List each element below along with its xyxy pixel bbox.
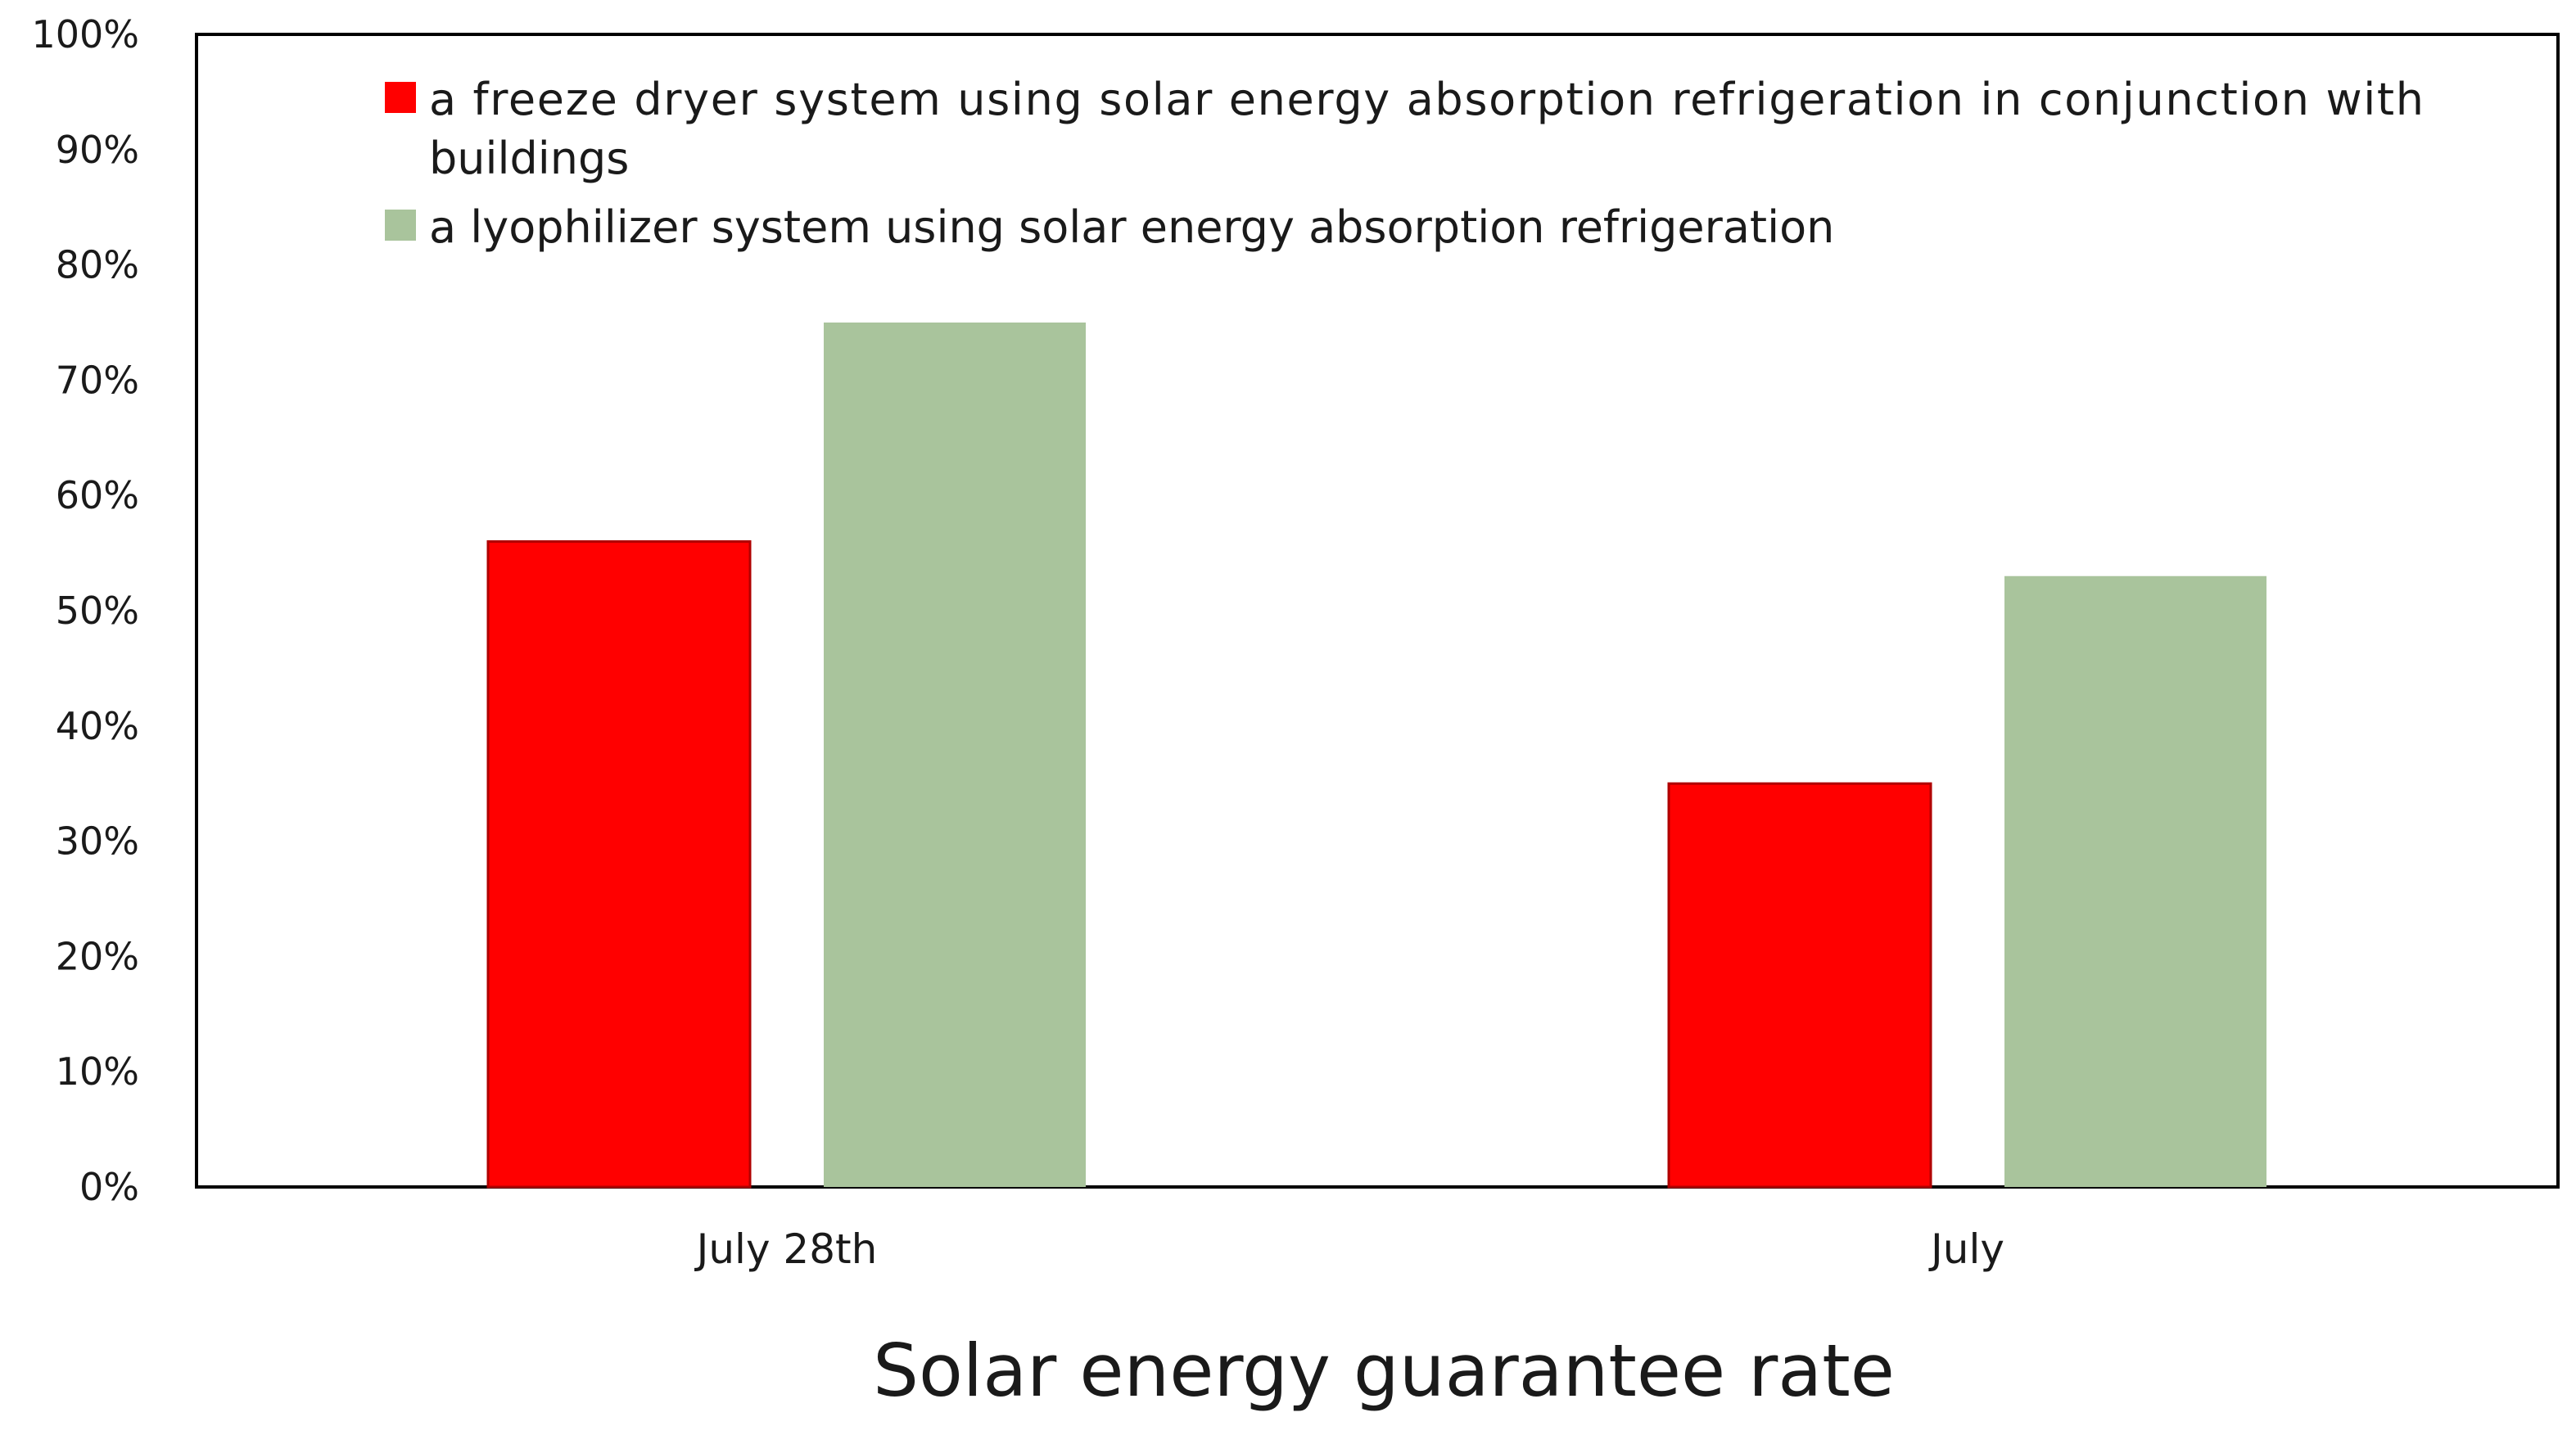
bar-freeze-dryer-2 xyxy=(1667,782,1932,1189)
bar-lyophilizer-1 xyxy=(824,323,1086,1187)
legend-label: buildings xyxy=(429,133,629,184)
y-tick-label: 80% xyxy=(56,243,139,287)
legend-swatch xyxy=(385,82,416,113)
x-category-label: July 28th xyxy=(694,1225,878,1273)
legend: a freeze dryer system using solar energy… xyxy=(385,74,2424,253)
plot-area xyxy=(195,33,2560,1189)
x-category-label: July xyxy=(1928,1225,2004,1273)
chart-title: Solar energy guarantee rate xyxy=(873,1329,1895,1413)
legend-label: a freeze dryer system using solar energy… xyxy=(429,74,2424,125)
y-tick-label: 30% xyxy=(56,819,139,864)
y-tick-label: 100% xyxy=(31,12,139,56)
y-tick-label: 40% xyxy=(56,704,139,748)
x-axis-category-labels: July 28th July xyxy=(694,1225,2004,1273)
y-tick-label: 90% xyxy=(56,128,139,172)
bar-freeze-dryer-1 xyxy=(486,540,752,1189)
y-tick-label: 20% xyxy=(56,934,139,978)
y-tick-label: 10% xyxy=(56,1049,139,1094)
legend-swatch xyxy=(385,210,416,241)
y-tick-label: 50% xyxy=(56,589,139,633)
bar-lyophilizer-2 xyxy=(2004,575,2266,1187)
y-tick-label: 0% xyxy=(79,1165,139,1209)
y-tick-label: 70% xyxy=(56,358,139,402)
y-axis-tick-labels: 0% 10% 20% 30% 40% 50% 60% 70% 80% 90% 100% xyxy=(31,12,139,1209)
y-tick-label: 60% xyxy=(56,473,139,517)
bars xyxy=(486,323,2266,1189)
legend-label: a lyophilizer system using solar energy … xyxy=(429,201,1834,253)
